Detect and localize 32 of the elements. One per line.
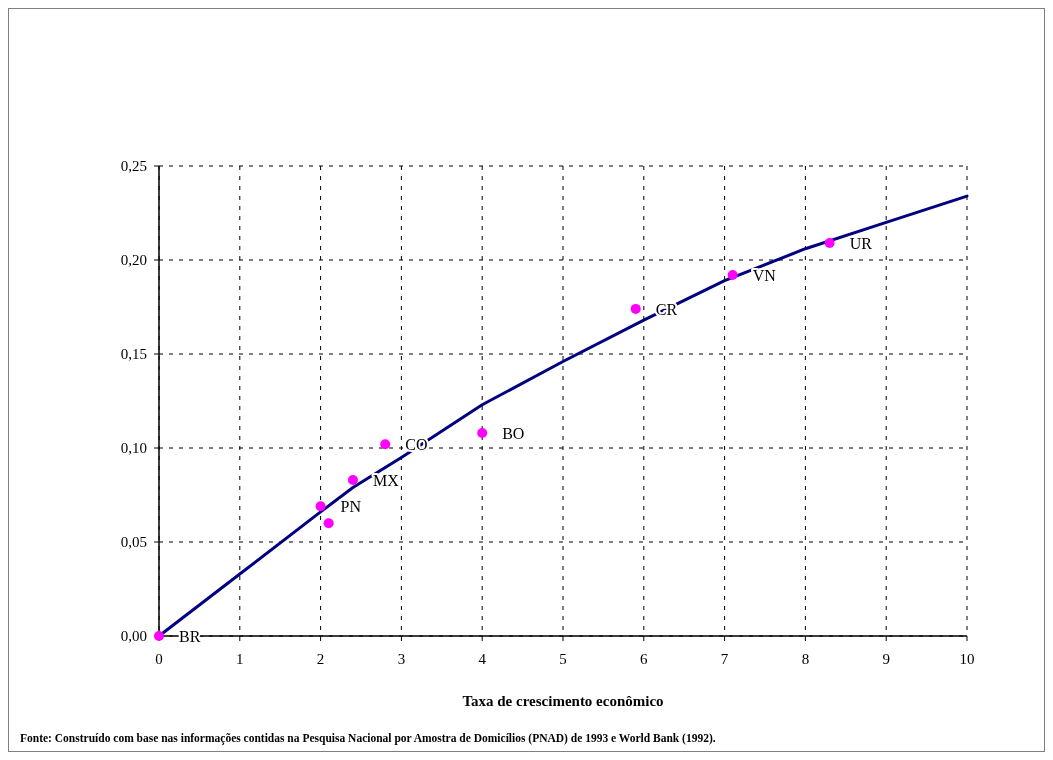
y-tick-label: 0,05 [120, 534, 147, 550]
x-tick-label: 1 [236, 651, 244, 667]
x-tick-label: 10 [959, 651, 975, 667]
point [315, 501, 326, 512]
annotation: MX [372, 471, 400, 489]
x-tick-label: 9 [882, 651, 890, 667]
x-tick-label: 7 [720, 651, 729, 667]
y-tick-label: 0,00 [120, 628, 147, 644]
source-note: Fonte: Construído com base nas informações contidas na Pesquisa Nacional por Amostra de Domicílios (PNAD) de 1993 e World Bank (1992). [20, 732, 716, 745]
point [380, 439, 391, 450]
x-tick-label: 5 [559, 651, 567, 667]
x-tick-label: 8 [801, 651, 810, 667]
x-tick-label: 3 [397, 651, 406, 667]
y-tick-label: 0,10 [120, 440, 147, 456]
annotation: PN [340, 498, 362, 516]
y-tick-label: 0,15 [120, 346, 147, 362]
point [824, 238, 835, 249]
x-tick-label: 2 [316, 651, 325, 667]
point [727, 270, 738, 281]
x-tick-label: 6 [640, 651, 649, 667]
x-tick-label: 0 [155, 651, 163, 667]
y-tick-label: 0,20 [120, 252, 147, 268]
annotation: VN [752, 267, 777, 285]
y-tick-label: 0,25 [120, 158, 147, 174]
point [630, 303, 641, 314]
annotation: BO [502, 424, 525, 442]
x-axis-title: Taxa de crescimento econômico [462, 693, 664, 709]
x-tick-label: 4 [478, 651, 487, 667]
point [323, 518, 334, 529]
point [477, 427, 488, 438]
annotation: UR [849, 235, 873, 253]
point [347, 474, 358, 485]
